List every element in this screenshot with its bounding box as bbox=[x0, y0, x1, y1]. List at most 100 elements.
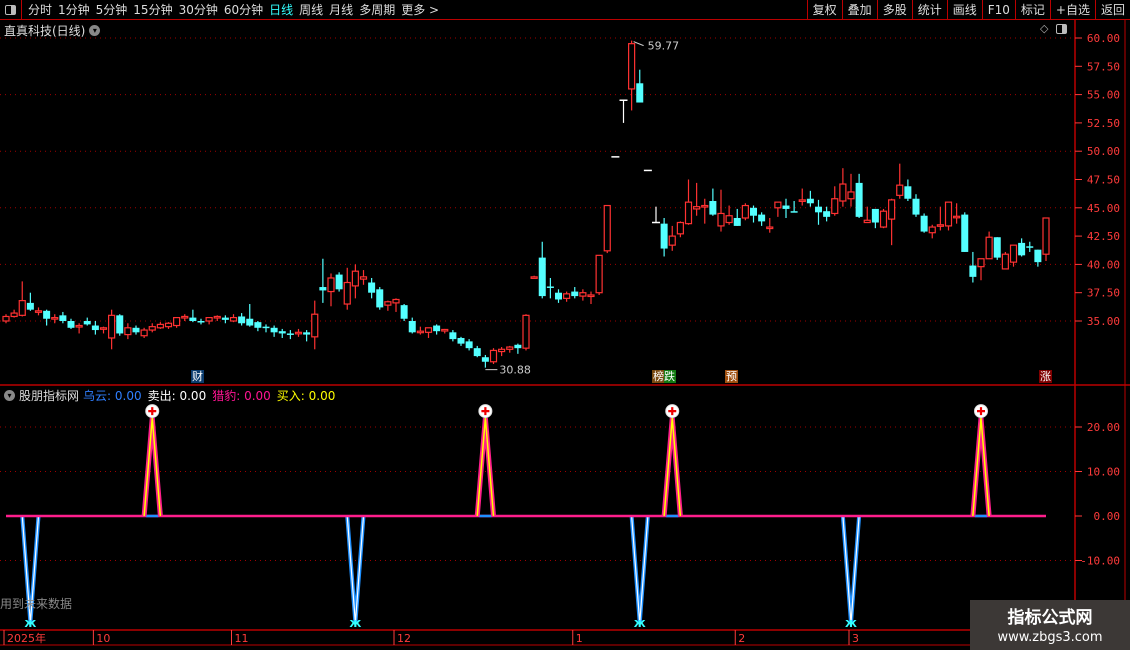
tag-forecast[interactable]: 预 bbox=[725, 370, 738, 383]
chart-title: 直真科技(日线) ▾ bbox=[4, 22, 101, 39]
candle-body bbox=[376, 289, 384, 308]
candle bbox=[863, 206, 871, 224]
candle bbox=[733, 208, 741, 226]
candle-body bbox=[839, 183, 847, 202]
panel-icon[interactable] bbox=[1056, 23, 1068, 34]
candle bbox=[481, 354, 489, 368]
candle bbox=[303, 330, 311, 342]
period-tab[interactable]: 周线 bbox=[299, 3, 324, 17]
tag-finance[interactable]: 财 bbox=[191, 370, 204, 383]
period-tab[interactable]: 多周期 bbox=[359, 3, 396, 17]
candle-body bbox=[766, 226, 774, 230]
toolbar-button[interactable]: 返回 bbox=[1094, 0, 1130, 20]
candle bbox=[920, 213, 928, 233]
candle-body bbox=[433, 325, 441, 332]
candle bbox=[684, 179, 693, 225]
candle-body bbox=[798, 199, 806, 202]
period-tab[interactable]: 1分钟 bbox=[58, 3, 90, 17]
candle-body bbox=[43, 310, 51, 319]
candle bbox=[879, 208, 888, 229]
candle bbox=[416, 326, 424, 335]
candle-body bbox=[668, 235, 676, 246]
candle-body bbox=[34, 310, 43, 313]
candle-body bbox=[67, 321, 75, 328]
period-tab[interactable]: 5分钟 bbox=[95, 3, 128, 17]
tag-rise[interactable]: 涨 bbox=[1039, 370, 1052, 383]
candle bbox=[465, 339, 473, 351]
candle-body bbox=[977, 258, 985, 268]
candle bbox=[668, 225, 676, 251]
date-label: 2025年 bbox=[7, 631, 46, 645]
candle bbox=[91, 321, 99, 335]
candle-body bbox=[51, 317, 59, 320]
date-label: 12 bbox=[397, 632, 411, 645]
chevron-down-icon[interactable]: ▾ bbox=[4, 390, 15, 401]
candle bbox=[132, 325, 140, 335]
candle bbox=[376, 287, 384, 310]
candle-body bbox=[823, 211, 831, 217]
candle-body bbox=[1034, 249, 1042, 263]
period-tab[interactable]: 分时 bbox=[28, 3, 53, 17]
candle bbox=[993, 237, 1001, 260]
candle bbox=[636, 69, 644, 103]
candle bbox=[806, 190, 814, 207]
period-tab[interactable]: 60分钟 bbox=[223, 3, 264, 17]
y-tick-label: 55.00 bbox=[1087, 89, 1120, 102]
candle-body bbox=[368, 282, 376, 293]
toolbar-button[interactable]: 叠加 bbox=[841, 0, 877, 20]
candle-body bbox=[985, 236, 993, 260]
candle-body bbox=[741, 204, 749, 219]
candle bbox=[67, 318, 75, 329]
candle-body bbox=[595, 254, 603, 294]
toolbar-button[interactable]: 多股 bbox=[876, 0, 912, 20]
period-tab[interactable]: 15分钟 bbox=[133, 3, 173, 17]
chevron-down-icon[interactable]: ▾ bbox=[89, 25, 101, 36]
candle bbox=[140, 327, 148, 338]
period-tab[interactable]: 月线 bbox=[329, 3, 354, 17]
candle bbox=[766, 217, 774, 233]
toolbar-button[interactable]: 复权 bbox=[806, 0, 842, 20]
candle-body bbox=[506, 346, 514, 350]
plus-mark bbox=[148, 407, 157, 416]
candle-body bbox=[660, 223, 668, 249]
candle bbox=[847, 173, 855, 207]
candle-body bbox=[116, 315, 124, 334]
toolbar-button[interactable]: F10 bbox=[981, 0, 1015, 20]
candle-body bbox=[1042, 217, 1050, 255]
y-tick-label: 40.00 bbox=[1087, 258, 1120, 271]
candle-body bbox=[855, 182, 863, 217]
toolbar-button[interactable]: 统计 bbox=[911, 0, 947, 20]
toolbar-button[interactable]: 画线 bbox=[946, 0, 982, 20]
period-tab[interactable]: 日线 bbox=[269, 3, 294, 17]
candle-body bbox=[189, 317, 197, 321]
candle-body bbox=[628, 43, 636, 90]
candle-body bbox=[571, 291, 579, 297]
candle bbox=[424, 327, 433, 338]
candle-body bbox=[351, 270, 359, 287]
candle-body bbox=[961, 214, 969, 252]
toolbar-button[interactable]: 标记 bbox=[1014, 0, 1050, 20]
period-tab[interactable]: 30分钟 bbox=[178, 3, 218, 17]
candle-body bbox=[944, 201, 953, 227]
date-label: 11 bbox=[235, 632, 249, 645]
date-label: 1 bbox=[576, 632, 583, 645]
toolbar-button[interactable]: +自选 bbox=[1049, 0, 1095, 20]
candle-body bbox=[1009, 244, 1018, 263]
candle bbox=[709, 188, 717, 216]
period-tab[interactable]: 更多 > bbox=[401, 3, 440, 17]
candle bbox=[343, 267, 351, 310]
diamond-icon[interactable]: ◇ bbox=[1040, 22, 1049, 35]
candle-body bbox=[2, 315, 10, 322]
candle-body bbox=[270, 327, 278, 333]
candle-body bbox=[489, 349, 498, 363]
candle-body bbox=[335, 274, 343, 290]
candle-body bbox=[871, 208, 879, 223]
candle bbox=[181, 314, 189, 321]
legend-value: 0.00 bbox=[308, 389, 336, 403]
candle bbox=[985, 231, 993, 260]
indicator-name: 股朋指标网 bbox=[19, 389, 80, 403]
panel-toggle-button[interactable] bbox=[0, 0, 22, 20]
tag-list-drop[interactable]: 榜跌 bbox=[651, 370, 677, 383]
plus-circle-icon bbox=[665, 404, 680, 419]
